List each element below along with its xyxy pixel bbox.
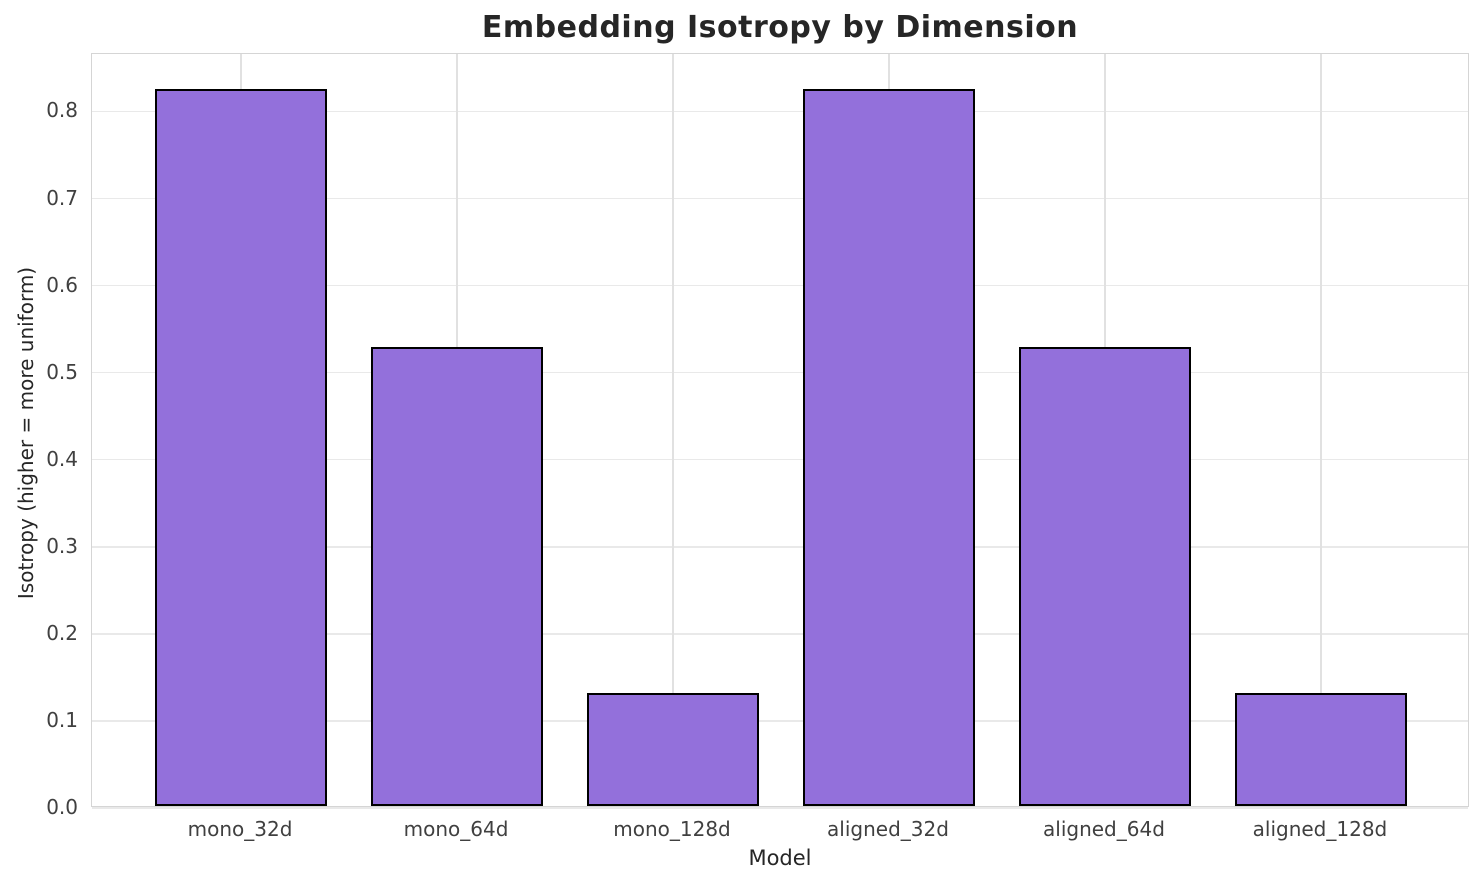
plot-area xyxy=(91,53,1469,809)
gridline-horizontal xyxy=(92,284,1468,287)
y-tick-label: 0.3 xyxy=(46,533,78,558)
y-tick-label: 0.7 xyxy=(46,185,78,210)
gridline-horizontal xyxy=(92,720,1468,722)
gridline-horizontal xyxy=(92,371,1468,374)
bar-aligned_64d xyxy=(1018,347,1192,806)
bar-aligned_128d xyxy=(1234,692,1408,806)
x-tick-label: aligned_64d xyxy=(1043,817,1165,841)
gridline-horizontal xyxy=(92,633,1468,635)
bar-mono_128d xyxy=(586,692,760,806)
y-tick-label: 0.6 xyxy=(46,272,78,297)
bar-aligned_32d xyxy=(802,89,976,806)
x-axis-label: Model xyxy=(748,846,812,870)
bar-mono_32d xyxy=(154,89,328,806)
x-tick-label: aligned_32d xyxy=(827,817,949,841)
x-tick-label: aligned_128d xyxy=(1252,817,1388,841)
chart-title: Embedding Isotropy by Dimension xyxy=(481,10,1079,45)
x-tick-label: mono_32d xyxy=(187,817,293,841)
gridline-horizontal xyxy=(92,807,1468,809)
y-tick-label: 0.4 xyxy=(46,446,78,471)
bar-mono_64d xyxy=(370,347,544,806)
gridline-horizontal xyxy=(92,197,1468,200)
gridline-horizontal xyxy=(92,458,1468,461)
y-tick-label: 0.5 xyxy=(46,359,78,384)
y-tick-label: 0.8 xyxy=(46,98,78,123)
gridline-horizontal xyxy=(92,110,1468,113)
gridline-horizontal xyxy=(92,546,1468,548)
y-tick-label: 0.0 xyxy=(46,795,78,819)
gridline-vertical xyxy=(1320,54,1322,806)
y-tick-label: 0.2 xyxy=(46,620,78,645)
x-tick-label: mono_128d xyxy=(613,817,731,841)
gridline-vertical xyxy=(672,54,674,806)
y-tick-label: 0.1 xyxy=(46,707,78,732)
x-tick-label: mono_64d xyxy=(403,817,509,841)
